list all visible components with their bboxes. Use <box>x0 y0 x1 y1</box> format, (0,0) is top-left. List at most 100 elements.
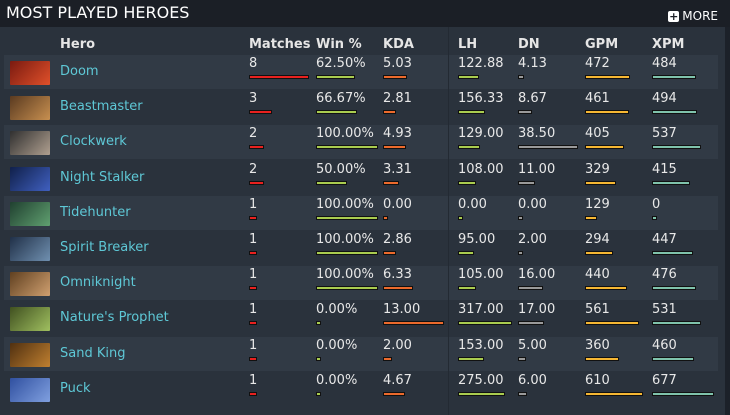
matches-value: 1 <box>249 302 258 318</box>
hero-portrait[interactable] <box>10 131 50 156</box>
dn-value: 38.50 <box>518 126 556 142</box>
hero-name-link[interactable]: Night Stalker <box>60 169 145 185</box>
hero-portrait[interactable] <box>10 61 50 85</box>
header-lh: LH <box>458 37 478 52</box>
table-row: Night Stalker 2 50.00% 3.31 108.00 11.00 329 41… <box>4 161 718 195</box>
xpm-value: 0 <box>652 196 661 212</box>
hero-portrait[interactable] <box>10 201 50 226</box>
lh-value: 317.00 <box>458 302 504 318</box>
lh-bar <box>458 180 476 185</box>
hero-portrait[interactable] <box>10 272 50 297</box>
kda-value: 2.86 <box>383 232 412 247</box>
matches-value: 1 <box>249 337 258 353</box>
dn-bar <box>518 110 532 115</box>
kda-bar <box>383 75 407 79</box>
lh-value: 153.00 <box>458 337 504 353</box>
gpm-bar <box>585 251 613 255</box>
lh-bar <box>458 110 485 115</box>
hero-name-link[interactable]: Spirit Breaker <box>60 240 149 255</box>
win-bar <box>316 321 321 326</box>
kda-bar <box>383 145 406 150</box>
hero-name-link[interactable]: Clockwerk <box>60 134 127 150</box>
lh-value: 156.33 <box>458 91 504 107</box>
xpm-bar <box>652 75 696 79</box>
dn-value: 17.00 <box>518 302 556 318</box>
hero-name-link[interactable]: Nature's Prophet <box>60 310 169 326</box>
more-button[interactable]: + MORE <box>668 9 718 23</box>
lh-value: 129.00 <box>458 126 504 142</box>
xpm-value: 531 <box>652 302 677 318</box>
lh-bar <box>458 286 476 291</box>
xpm-bar <box>652 251 693 255</box>
table-row: Puck 1 0.00% 4.67 275.00 6.00 610 677 <box>4 372 718 406</box>
xpm-bar <box>652 215 657 220</box>
lh-bar <box>458 75 479 79</box>
dn-value: 8.67 <box>518 91 547 107</box>
kda-value: 5.03 <box>383 56 412 71</box>
gpm-bar <box>585 215 597 220</box>
hero-portrait[interactable] <box>10 377 50 402</box>
table-row: Nature's Prophet 1 0.00% 13.00 317.00 17.00 56… <box>4 301 718 335</box>
gpm-bar <box>585 356 619 361</box>
dn-bar <box>518 321 544 326</box>
hero-portrait[interactable] <box>10 307 50 332</box>
win-value: 100.00% <box>316 267 374 283</box>
kda-value: 13.00 <box>383 302 421 318</box>
xpm-value: 415 <box>652 161 677 177</box>
xpm-value: 484 <box>652 56 677 71</box>
lh-value: 95.00 <box>458 232 496 247</box>
gpm-bar <box>585 75 630 79</box>
dn-value: 0.00 <box>518 196 547 212</box>
win-value: 0.00% <box>316 337 358 353</box>
gpm-bar <box>585 110 629 115</box>
hero-portrait[interactable] <box>10 166 50 191</box>
plus-square-icon: + <box>668 9 680 23</box>
hero-name-link[interactable]: Omniknight <box>60 275 136 291</box>
hero-name-link[interactable]: Tidehunter <box>60 204 131 220</box>
dn-bar <box>518 75 524 79</box>
header-win: Win % <box>316 37 362 52</box>
matches-bar <box>249 145 264 150</box>
win-bar <box>316 356 321 361</box>
lh-value: 275.00 <box>458 372 504 388</box>
dn-bar <box>518 286 543 291</box>
hero-name-link[interactable]: Beastmaster <box>60 99 143 115</box>
dn-bar <box>518 215 523 220</box>
hero-name-link[interactable]: Sand King <box>60 345 126 361</box>
kda-value: 3.31 <box>383 161 412 177</box>
xpm-bar <box>652 286 696 291</box>
kda-value: 0.00 <box>383 196 412 212</box>
win-bar <box>316 180 347 185</box>
xpm-bar <box>652 391 714 396</box>
table-row: Tidehunter 1 100.00% 0.00 0.00 0.00 129 0 <box>4 195 718 230</box>
matches-value: 3 <box>249 91 258 107</box>
xpm-value: 447 <box>652 232 677 247</box>
kda-bar <box>383 286 413 291</box>
hero-portrait[interactable] <box>10 342 50 367</box>
table-row: Beastmaster 3 66.67% 2.81 156.33 8.67 461 494 <box>4 90 718 124</box>
dn-bar <box>518 356 526 361</box>
xpm-value: 460 <box>652 337 677 353</box>
hero-name-link[interactable]: Doom <box>60 64 99 79</box>
win-value: 66.67% <box>316 91 366 107</box>
gpm-value: 610 <box>585 372 610 388</box>
hero-portrait[interactable] <box>10 237 50 261</box>
gpm-value: 329 <box>585 161 610 177</box>
column-divider <box>448 27 449 415</box>
dn-bar <box>518 251 523 255</box>
gpm-bar <box>585 391 643 396</box>
kda-bar <box>383 251 396 255</box>
matches-bar <box>249 180 264 185</box>
gpm-value: 294 <box>585 232 610 247</box>
hero-name-link[interactable]: Puck <box>60 380 91 396</box>
kda-bar <box>383 391 405 396</box>
gpm-value: 440 <box>585 267 610 283</box>
win-value: 100.00% <box>316 196 374 212</box>
win-value: 62.50% <box>316 56 366 71</box>
win-bar <box>316 215 378 220</box>
table-row: Clockwerk 2 100.00% 4.93 129.00 38.50 405 537 <box>4 125 718 160</box>
lh-value: 0.00 <box>458 196 487 212</box>
matches-value: 1 <box>249 267 258 283</box>
hero-portrait[interactable] <box>10 96 50 121</box>
header-matches: Matches <box>249 37 311 52</box>
